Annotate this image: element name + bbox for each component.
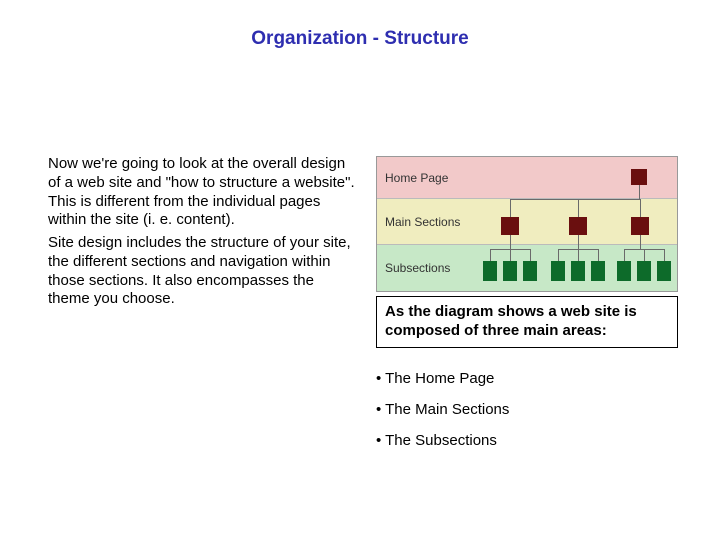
page-title: Organization - Structure (0, 28, 720, 50)
connector-line (510, 199, 511, 217)
bullet-sub: • The Subsections (376, 432, 678, 449)
home-node (631, 169, 647, 185)
band-label-home: Home Page (377, 171, 473, 185)
subsection-node (503, 261, 517, 281)
connector-line (598, 249, 599, 261)
site-structure-diagram: Home Page Main Sections Subsections (376, 156, 678, 292)
connector-line (510, 235, 511, 249)
connector-line (578, 249, 579, 261)
bullet-main: • The Main Sections (376, 401, 678, 418)
connector-line (578, 199, 579, 217)
connector-line (639, 185, 640, 199)
band-label-sub: Subsections (377, 261, 473, 275)
connector-line (640, 235, 641, 249)
connector-line (558, 249, 559, 261)
subsection-node (523, 261, 537, 281)
connector-line (624, 249, 625, 261)
connector-line (490, 249, 491, 261)
subsection-node (657, 261, 671, 281)
subsection-node (637, 261, 651, 281)
connector-line (510, 249, 511, 261)
intro-text: Now we're going to look at the overall d… (48, 155, 358, 313)
diagram-overlay (473, 157, 677, 291)
main-section-node (501, 217, 519, 235)
subsection-node (617, 261, 631, 281)
connector-line (664, 249, 665, 261)
main-section-node (631, 217, 649, 235)
bullet-list: • The Home Page • The Main Sections • Th… (376, 370, 678, 463)
connector-line (510, 199, 640, 200)
subsection-node (571, 261, 585, 281)
subsection-node (591, 261, 605, 281)
connector-line (578, 235, 579, 249)
connector-line (640, 199, 641, 217)
main-section-node (569, 217, 587, 235)
bullet-home: • The Home Page (376, 370, 678, 387)
band-label-main: Main Sections (377, 215, 473, 229)
subsection-node (483, 261, 497, 281)
diagram-caption: As the diagram shows a web site is compo… (376, 296, 678, 348)
intro-paragraph-1: Now we're going to look at the overall d… (48, 155, 358, 230)
subsection-node (551, 261, 565, 281)
intro-paragraph-2: Site design includes the structure of yo… (48, 234, 358, 309)
connector-line (644, 249, 645, 261)
connector-line (530, 249, 531, 261)
